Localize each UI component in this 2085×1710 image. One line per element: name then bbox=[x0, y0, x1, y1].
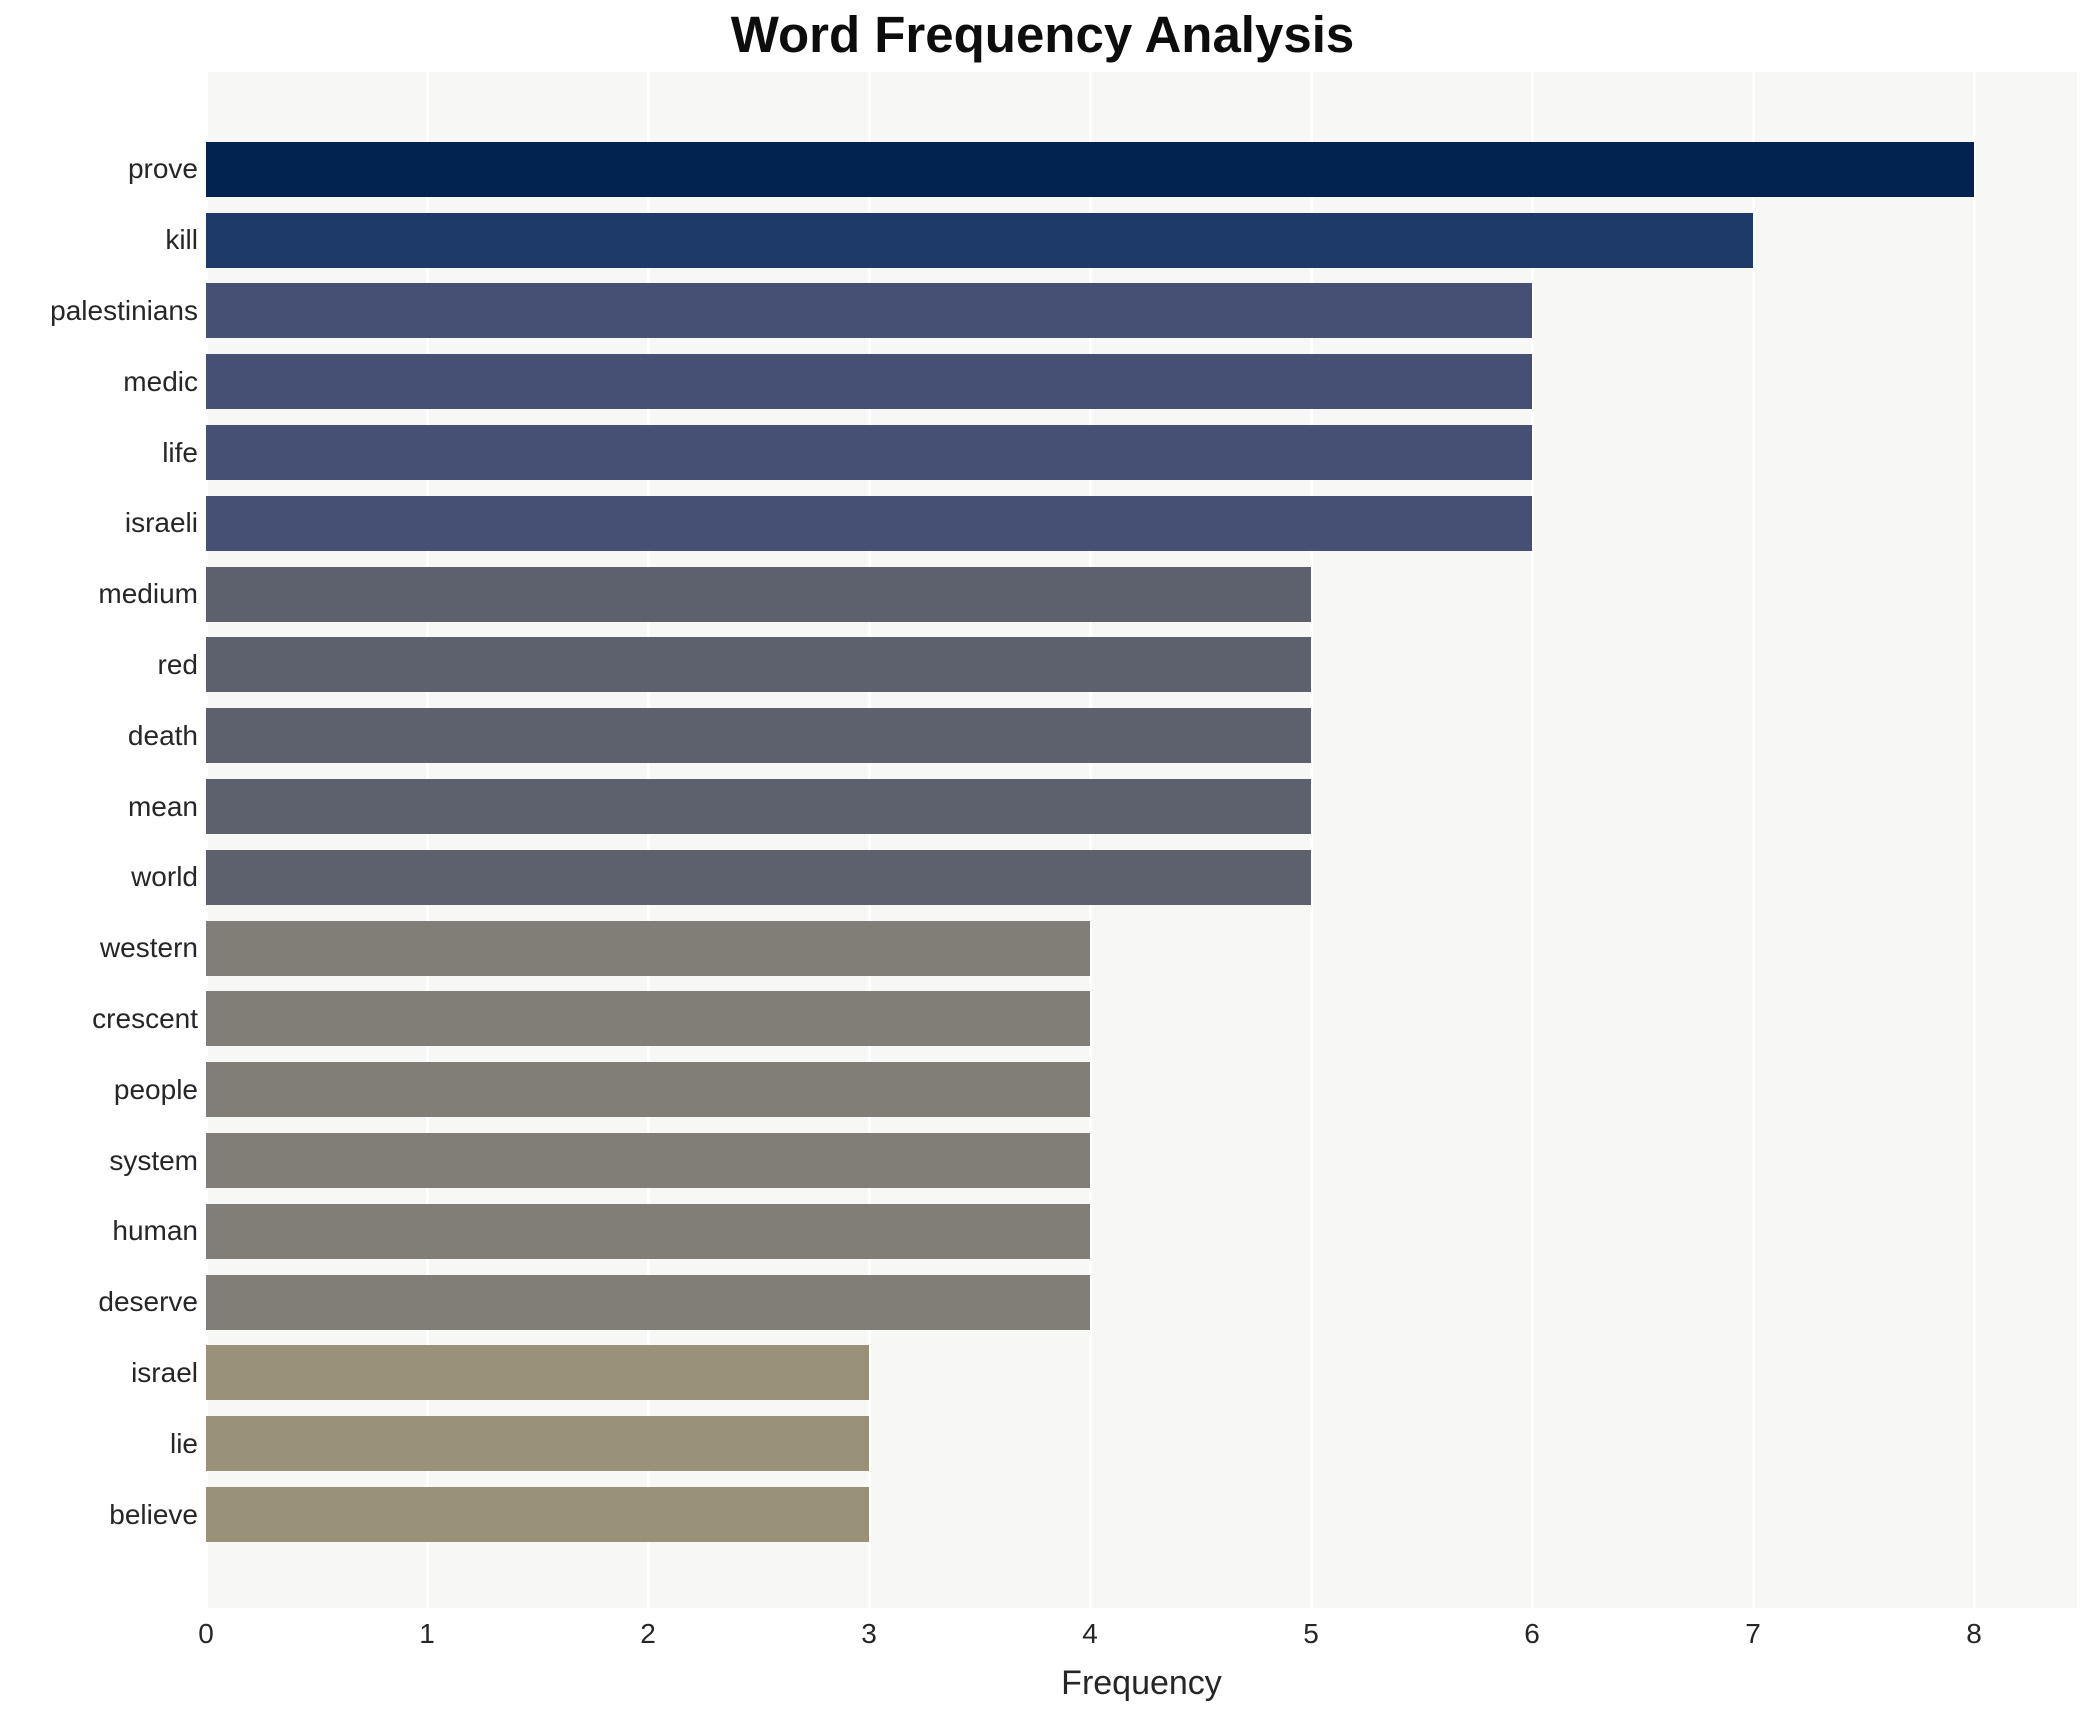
x-tick-label: 3 bbox=[861, 1618, 877, 1649]
bar-life bbox=[206, 425, 1532, 481]
category-label: prove bbox=[127, 153, 198, 185]
bar-kill bbox=[206, 212, 1753, 268]
gridline bbox=[426, 72, 429, 1608]
bar-world bbox=[206, 849, 1311, 905]
gridline bbox=[1531, 72, 1534, 1608]
bar-medium bbox=[206, 566, 1311, 622]
category-label: believe bbox=[109, 1498, 198, 1530]
bar-row bbox=[206, 913, 2077, 984]
bar-row bbox=[206, 1054, 2077, 1125]
category-label: people bbox=[113, 1073, 198, 1105]
category-label: israel bbox=[131, 1356, 198, 1388]
bar-people bbox=[206, 1062, 1090, 1118]
category-label: crescent bbox=[92, 1002, 198, 1034]
gridline bbox=[1089, 72, 1092, 1608]
x-tick-label: 0 bbox=[198, 1618, 214, 1649]
bar-red bbox=[206, 637, 1311, 693]
bar-row bbox=[206, 1338, 2077, 1409]
x-tick-label: 1 bbox=[419, 1618, 435, 1649]
x-tick-label: 8 bbox=[1966, 1618, 1982, 1649]
category-label: mean bbox=[127, 790, 198, 822]
bar-palestinians bbox=[206, 283, 1532, 339]
bar-human bbox=[206, 1203, 1090, 1259]
gridline bbox=[205, 72, 208, 1608]
category-label: kill bbox=[165, 224, 198, 256]
bar-system bbox=[206, 1133, 1090, 1189]
bar-row bbox=[206, 700, 2077, 771]
bar-death bbox=[206, 708, 1311, 764]
bar-row bbox=[206, 1125, 2077, 1196]
category-label: israeli bbox=[124, 507, 198, 539]
bar-deserve bbox=[206, 1274, 1090, 1330]
x-tick-label: 2 bbox=[640, 1618, 656, 1649]
gridline bbox=[647, 72, 650, 1608]
gridline bbox=[1310, 72, 1313, 1608]
category-label: world bbox=[131, 861, 198, 893]
bar-row bbox=[206, 488, 2077, 559]
x-tick-label: 5 bbox=[1303, 1618, 1319, 1649]
category-label: lie bbox=[169, 1427, 198, 1459]
bar-row bbox=[206, 417, 2077, 488]
bar-israeli bbox=[206, 495, 1532, 551]
bar-row bbox=[206, 984, 2077, 1055]
bar-israel bbox=[206, 1345, 869, 1401]
category-label: deserve bbox=[98, 1286, 198, 1318]
bar-prove bbox=[206, 141, 1974, 197]
bar-row bbox=[206, 842, 2077, 913]
bar-believe bbox=[206, 1487, 869, 1543]
bar-row bbox=[206, 276, 2077, 347]
bar-lie bbox=[206, 1416, 869, 1472]
category-label: red bbox=[157, 648, 198, 680]
bar-row bbox=[206, 630, 2077, 701]
bar-row bbox=[206, 346, 2077, 417]
bar-row bbox=[206, 1267, 2077, 1338]
category-label: life bbox=[162, 436, 198, 468]
chart-title: Word Frequency Analysis bbox=[730, 6, 1355, 63]
gridline bbox=[1973, 72, 1976, 1608]
bar-row bbox=[206, 205, 2077, 276]
x-tick-label: 7 bbox=[1745, 1618, 1761, 1649]
bar-western bbox=[206, 920, 1090, 976]
bar-row bbox=[206, 771, 2077, 842]
gridline bbox=[868, 72, 871, 1608]
plot-area bbox=[205, 72, 2077, 1608]
x-tick-label: 4 bbox=[1082, 1618, 1098, 1649]
category-label: western bbox=[99, 932, 198, 964]
bar-row bbox=[206, 559, 2077, 630]
bar-medic bbox=[206, 354, 1532, 410]
category-label: palestinians bbox=[50, 294, 198, 326]
gridline bbox=[1752, 72, 1755, 1608]
x-tick-label: 6 bbox=[1524, 1618, 1540, 1649]
category-label: human bbox=[112, 1215, 198, 1247]
bar-crescent bbox=[206, 991, 1090, 1047]
bar-row bbox=[206, 134, 2077, 205]
category-label: medium bbox=[98, 578, 198, 610]
bar-row bbox=[206, 1196, 2077, 1267]
bar-row bbox=[206, 1479, 2077, 1550]
category-label: medic bbox=[123, 365, 198, 397]
bar-row bbox=[206, 1408, 2077, 1479]
x-axis-label: Frequency bbox=[1061, 1664, 1222, 1702]
category-label: death bbox=[127, 719, 198, 751]
category-label: system bbox=[109, 1144, 198, 1176]
bar-mean bbox=[206, 779, 1311, 835]
